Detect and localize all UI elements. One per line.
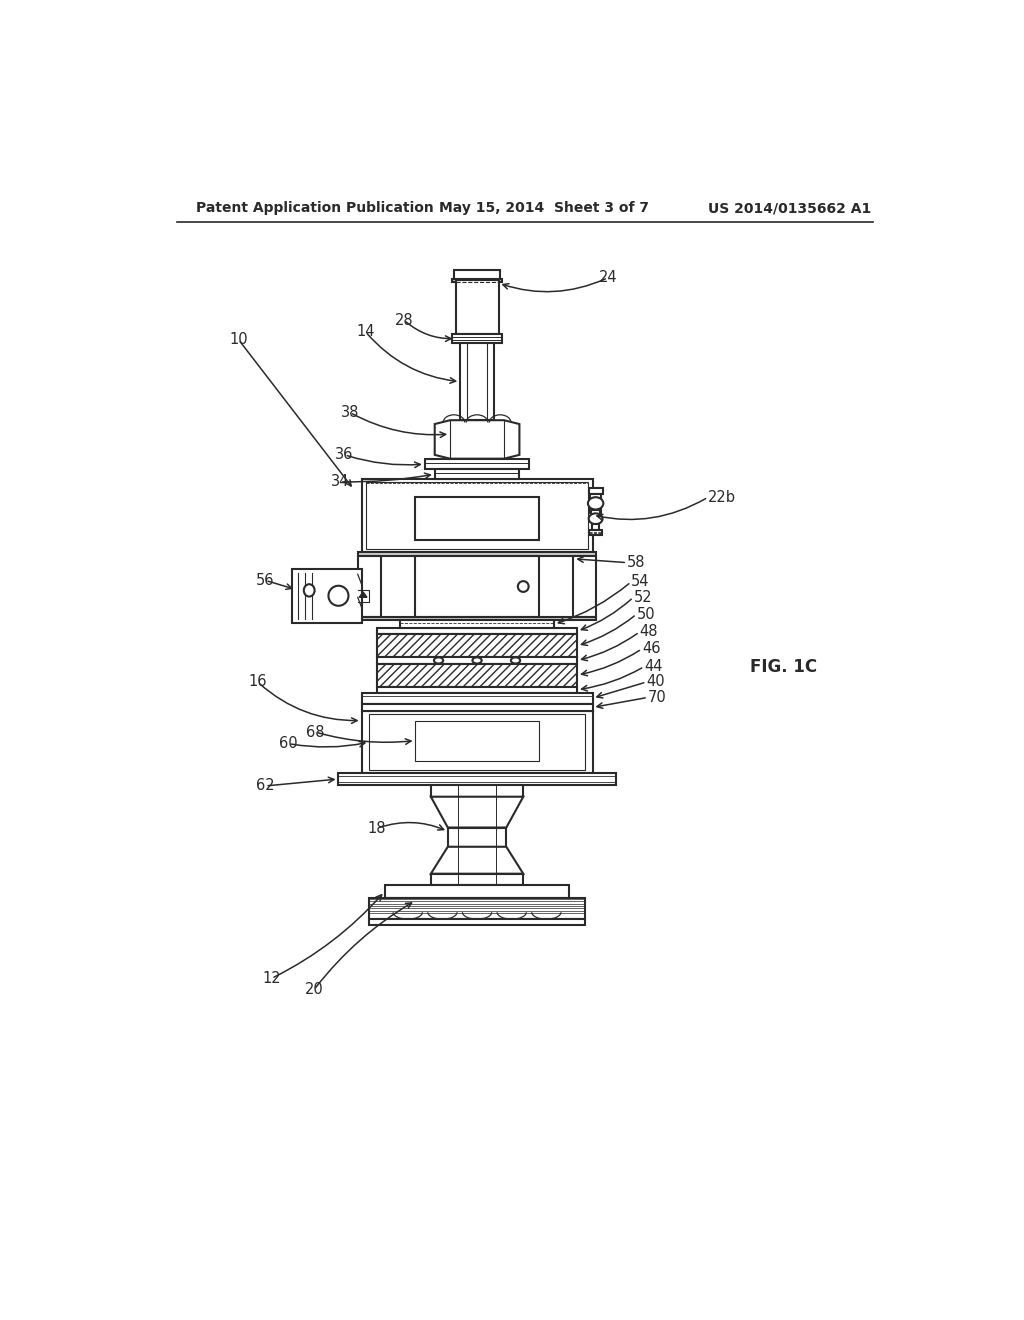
Polygon shape	[435, 420, 519, 459]
Polygon shape	[361, 693, 593, 704]
Text: FIG. 1C: FIG. 1C	[751, 657, 817, 676]
Text: 52: 52	[634, 590, 652, 605]
Polygon shape	[357, 552, 596, 556]
Ellipse shape	[588, 498, 603, 510]
Polygon shape	[591, 510, 600, 516]
Text: 22b: 22b	[708, 490, 736, 504]
Ellipse shape	[472, 657, 481, 664]
Polygon shape	[431, 785, 523, 797]
Polygon shape	[377, 686, 578, 693]
Polygon shape	[416, 498, 539, 540]
Text: 34: 34	[331, 474, 349, 490]
Text: 56: 56	[256, 573, 274, 587]
Polygon shape	[370, 898, 585, 919]
Polygon shape	[377, 657, 578, 664]
Ellipse shape	[304, 585, 314, 597]
Text: 18: 18	[368, 821, 386, 836]
Text: 10: 10	[229, 331, 248, 347]
Polygon shape	[357, 616, 596, 620]
Polygon shape	[456, 280, 499, 334]
Polygon shape	[447, 828, 506, 847]
Text: 16: 16	[249, 675, 267, 689]
Ellipse shape	[511, 657, 520, 664]
Text: 70: 70	[648, 690, 667, 705]
Polygon shape	[361, 479, 593, 552]
Polygon shape	[361, 711, 593, 774]
Text: May 15, 2014  Sheet 3 of 7: May 15, 2014 Sheet 3 of 7	[438, 202, 648, 215]
Text: 62: 62	[256, 779, 274, 793]
Polygon shape	[377, 664, 578, 686]
Polygon shape	[292, 569, 361, 623]
Polygon shape	[460, 343, 494, 420]
Polygon shape	[370, 714, 585, 770]
Polygon shape	[361, 704, 593, 711]
Polygon shape	[367, 482, 588, 549]
Ellipse shape	[518, 581, 528, 591]
Polygon shape	[431, 847, 523, 874]
Text: Patent Application Publication: Patent Application Publication	[196, 202, 434, 215]
Text: 68: 68	[306, 725, 325, 739]
Polygon shape	[359, 591, 367, 597]
Text: 28: 28	[394, 313, 414, 327]
Text: 14: 14	[356, 325, 375, 339]
Polygon shape	[377, 635, 578, 657]
Text: 60: 60	[280, 737, 298, 751]
Polygon shape	[416, 556, 539, 618]
Polygon shape	[385, 886, 569, 898]
Polygon shape	[453, 334, 502, 343]
Polygon shape	[377, 628, 578, 635]
Polygon shape	[431, 797, 523, 828]
Polygon shape	[339, 774, 615, 785]
Ellipse shape	[434, 657, 443, 664]
Polygon shape	[453, 280, 502, 282]
Ellipse shape	[329, 586, 348, 606]
Text: 20: 20	[304, 982, 324, 998]
Text: 48: 48	[640, 624, 658, 639]
Text: 44: 44	[644, 659, 663, 675]
Text: 58: 58	[628, 556, 646, 570]
Polygon shape	[431, 874, 523, 886]
Polygon shape	[416, 721, 539, 760]
Polygon shape	[590, 531, 602, 535]
Polygon shape	[573, 556, 596, 618]
Text: 54: 54	[631, 574, 649, 590]
Polygon shape	[425, 459, 529, 470]
Polygon shape	[454, 271, 500, 281]
Polygon shape	[357, 556, 381, 618]
Text: 40: 40	[646, 675, 665, 689]
Ellipse shape	[589, 513, 602, 524]
Text: US 2014/0135662 A1: US 2014/0135662 A1	[708, 202, 871, 215]
Text: 46: 46	[642, 642, 660, 656]
Polygon shape	[592, 524, 599, 531]
Polygon shape	[590, 494, 601, 513]
Text: 36: 36	[336, 447, 354, 462]
Polygon shape	[370, 919, 585, 925]
Text: 24: 24	[599, 271, 617, 285]
Text: 12: 12	[262, 972, 281, 986]
Text: 38: 38	[341, 405, 359, 420]
Polygon shape	[435, 470, 519, 479]
Text: 50: 50	[637, 607, 655, 622]
Polygon shape	[589, 488, 602, 494]
Polygon shape	[400, 620, 554, 628]
